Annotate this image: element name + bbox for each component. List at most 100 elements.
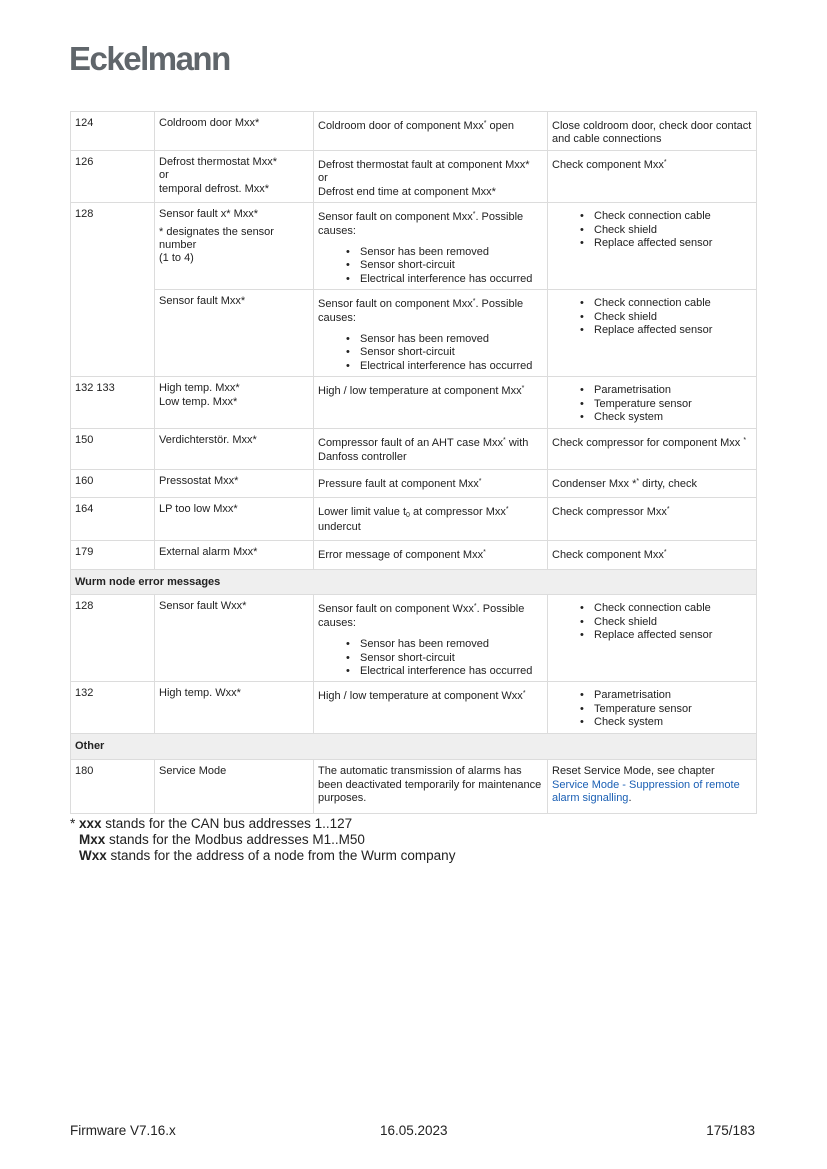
text: temporal defrost. Mxx* [159, 182, 270, 195]
text-line: Sensor fault Wxx* [159, 600, 309, 613]
text: High temp. Wxx* [159, 687, 241, 700]
error-description: Pressure fault at component Mxx* [313, 469, 548, 499]
table-row: 179 External alarm Mxx* Error message of c… [70, 540, 757, 571]
text: dirty, check [639, 478, 697, 491]
superscript: * [472, 211, 476, 219]
bullet-list: ParametrisationTemperature sensorCheck s… [580, 384, 752, 425]
text: Condenser Mxx * [552, 478, 637, 491]
error-name: Sensor fault Mxx* [154, 289, 314, 378]
error-description: Sensor fault on component Mxx*. Possible… [313, 202, 548, 291]
text: Check compressor for component Mxx [552, 437, 744, 450]
text: with Danfoss controller [318, 437, 529, 463]
bullet-list: Check connection cableCheck shieldReplac… [580, 297, 752, 338]
error-description: Lower limit value t0 at compressor Mxx* … [313, 497, 548, 542]
superscript: * [666, 506, 670, 514]
text: Defrost end time at component Mxx* [318, 185, 496, 198]
remedy-action: Condenser Mxx ** dirty, check [547, 469, 757, 499]
footer-page-number: 175/183 [706, 1123, 755, 1138]
bullet-list: Sensor has been removedSensor short-circ… [346, 333, 543, 374]
table-row: 124 Coldroom door Mxx* Coldroom door of co… [70, 111, 757, 151]
text: or [159, 169, 169, 182]
bullet-item: Electrical interference has occurred [346, 665, 543, 679]
text: Check component Mxx [552, 159, 664, 171]
bullet-item: Sensor short-circuit [346, 259, 543, 273]
text-line: or [159, 169, 309, 182]
error-number: 124 [70, 111, 155, 151]
group-header-row: Wurm node error messages [70, 569, 757, 596]
text-line: External alarm Mxx* [159, 546, 309, 559]
superscript: * [478, 478, 482, 486]
error-description: High / low temperature at component Mxx* [313, 376, 548, 430]
bullet-item: Check shield [580, 616, 752, 630]
text: . Possible causes: [318, 298, 524, 324]
remedy-action: ParametrisationTemperature sensorCheck s… [547, 376, 757, 430]
text: Defrost thermostat fault at component Mx… [318, 159, 530, 171]
error-number: 128 [70, 594, 155, 683]
remedy-action: Check connection cableCheck shieldReplac… [547, 594, 757, 683]
text-line: Check compressor for component Mxx * [552, 437, 752, 450]
error-name: High temp. Wxx* [154, 681, 314, 735]
error-description: Compressor fault of an AHT case Mxx* wit… [313, 428, 548, 471]
text-line: Sensor fault on component Mxx*. Possible… [318, 298, 543, 325]
error-name: Pressostat Mxx* [154, 469, 314, 499]
text-line: Close coldroom door, check door contact … [552, 120, 752, 147]
text: at compressor Mxx [409, 506, 506, 519]
superscript: * [663, 549, 667, 557]
remedy-action: Check compressor for component Mxx * [547, 428, 757, 471]
error-name: External alarm Mxx* [154, 540, 314, 571]
text: . Possible causes: [318, 211, 524, 237]
table-row: 180 Service Mode The automatic transmissio… [70, 759, 757, 815]
bullet-item: Replace affected sensor [580, 629, 752, 643]
text: . [628, 792, 632, 805]
remedy-action: Close coldroom door, check door contact … [547, 111, 757, 151]
text-line: LP too low Mxx* [159, 503, 309, 516]
text: open [486, 120, 514, 132]
error-name: LP too low Mxx* [154, 497, 314, 542]
text: Lower limit value t [318, 506, 407, 519]
text-line: Defrost thermostat Mxx* [159, 156, 309, 169]
text-line: Compressor fault of an AHT case Mxx* wit… [318, 437, 543, 464]
bullet-item: Check system [580, 716, 752, 730]
error-number: 126 [70, 149, 155, 204]
error-description: Defrost thermostat fault at component Mx… [313, 149, 548, 204]
text-line: High / low temperature at component Wxx* [318, 690, 543, 703]
remedy-action: ParametrisationTemperature sensorCheck s… [547, 681, 757, 735]
footnote-xxx: * xxx stands for the CAN bus addresses 1… [70, 816, 353, 831]
chapter-link[interactable]: Service Mode - Suppression of remote ala… [552, 778, 740, 805]
table-row: Sensor fault Mxx* Sensor fault on compone… [71, 289, 757, 378]
bullet-item: Check shield [580, 224, 752, 238]
error-description: The automatic transmission of alarms has… [313, 759, 548, 815]
remedy-action: Check connection cableCheck shieldReplac… [547, 202, 757, 291]
text-line: or [318, 172, 543, 185]
bullet-item: Replace affected sensor [580, 237, 752, 251]
footnote-mxx: Mxx stands for the Modbus addresses M1..… [79, 832, 365, 847]
table-row: 132 High temp. Wxx* High / low temperature… [70, 681, 757, 735]
superscript: * [505, 506, 509, 514]
footnotes: * xxx stands for the CAN bus addresses 1… [70, 816, 455, 864]
error-name: Coldroom door Mxx* [154, 111, 314, 151]
error-number: 132 133 [70, 376, 155, 430]
group-header: Other [70, 733, 757, 761]
text-line: Sensor fault on component Mxx*. Possible… [318, 211, 543, 238]
text: (1 to 4) [159, 252, 194, 265]
error-description: Sensor fault on component Wxx*. Possible… [313, 594, 548, 683]
text: Service Mode [159, 765, 227, 778]
error-messages-table: 124 Coldroom door Mxx* Coldroom door of co… [70, 111, 757, 815]
text: The automatic transmission of alarms has… [318, 765, 542, 805]
superscript: * [743, 437, 747, 445]
text-line: High temp. Mxx* [159, 382, 309, 395]
text: Sensor fault on component Mxx [318, 298, 473, 311]
group-header-row: Other [70, 733, 757, 761]
error-description: Coldroom door of component Mxx* open [313, 111, 548, 151]
error-number: 180 [70, 759, 155, 815]
superscript: * [503, 437, 506, 445]
bullet-item: Temperature sensor [580, 398, 752, 412]
bullet-item: Sensor has been removed [346, 638, 543, 652]
text-line: Service Mode [159, 765, 309, 778]
text: or [318, 172, 328, 185]
text-line: Error message of component Mxx* [318, 549, 543, 562]
text: Sensor fault Wxx* [159, 600, 247, 613]
text: Pressostat Mxx* [159, 475, 239, 488]
text: Pressure fault at component Mxx [318, 478, 479, 491]
text: High / low temperature at component Mxx [318, 385, 522, 398]
